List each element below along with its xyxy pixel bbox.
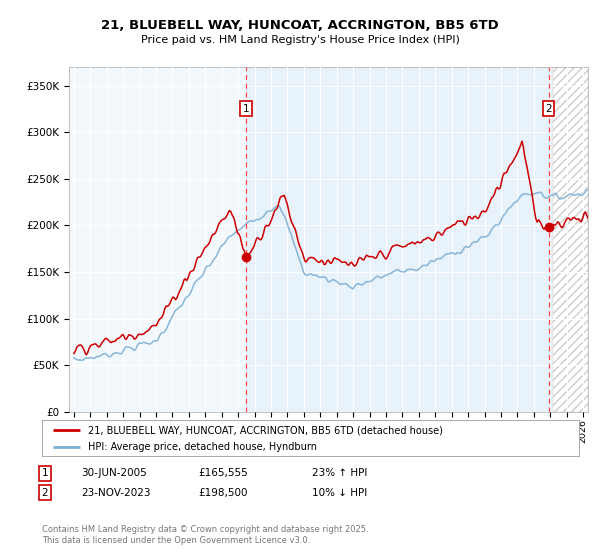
Text: 23-NOV-2023: 23-NOV-2023 (81, 488, 151, 498)
Text: £165,555: £165,555 (198, 468, 248, 478)
Text: Price paid vs. HM Land Registry's House Price Index (HPI): Price paid vs. HM Land Registry's House … (140, 35, 460, 45)
Text: 21, BLUEBELL WAY, HUNCOAT, ACCRINGTON, BB5 6TD (detached house): 21, BLUEBELL WAY, HUNCOAT, ACCRINGTON, B… (88, 425, 443, 435)
Text: 1: 1 (41, 468, 49, 478)
Text: £198,500: £198,500 (198, 488, 248, 498)
Text: 30-JUN-2005: 30-JUN-2005 (81, 468, 147, 478)
Text: 21, BLUEBELL WAY, HUNCOAT, ACCRINGTON, BB5 6TD: 21, BLUEBELL WAY, HUNCOAT, ACCRINGTON, B… (101, 18, 499, 32)
Bar (553, 67, 588, 412)
Text: 2: 2 (545, 104, 552, 114)
Text: 23% ↑ HPI: 23% ↑ HPI (312, 468, 367, 478)
Text: 2: 2 (41, 488, 49, 498)
Text: Contains HM Land Registry data © Crown copyright and database right 2025.
This d: Contains HM Land Registry data © Crown c… (42, 525, 368, 545)
Text: HPI: Average price, detached house, Hyndburn: HPI: Average price, detached house, Hynd… (88, 442, 317, 452)
Text: 1: 1 (243, 104, 250, 114)
Bar (247, 67, 553, 412)
Text: 10% ↓ HPI: 10% ↓ HPI (312, 488, 367, 498)
Bar (69, 67, 247, 412)
